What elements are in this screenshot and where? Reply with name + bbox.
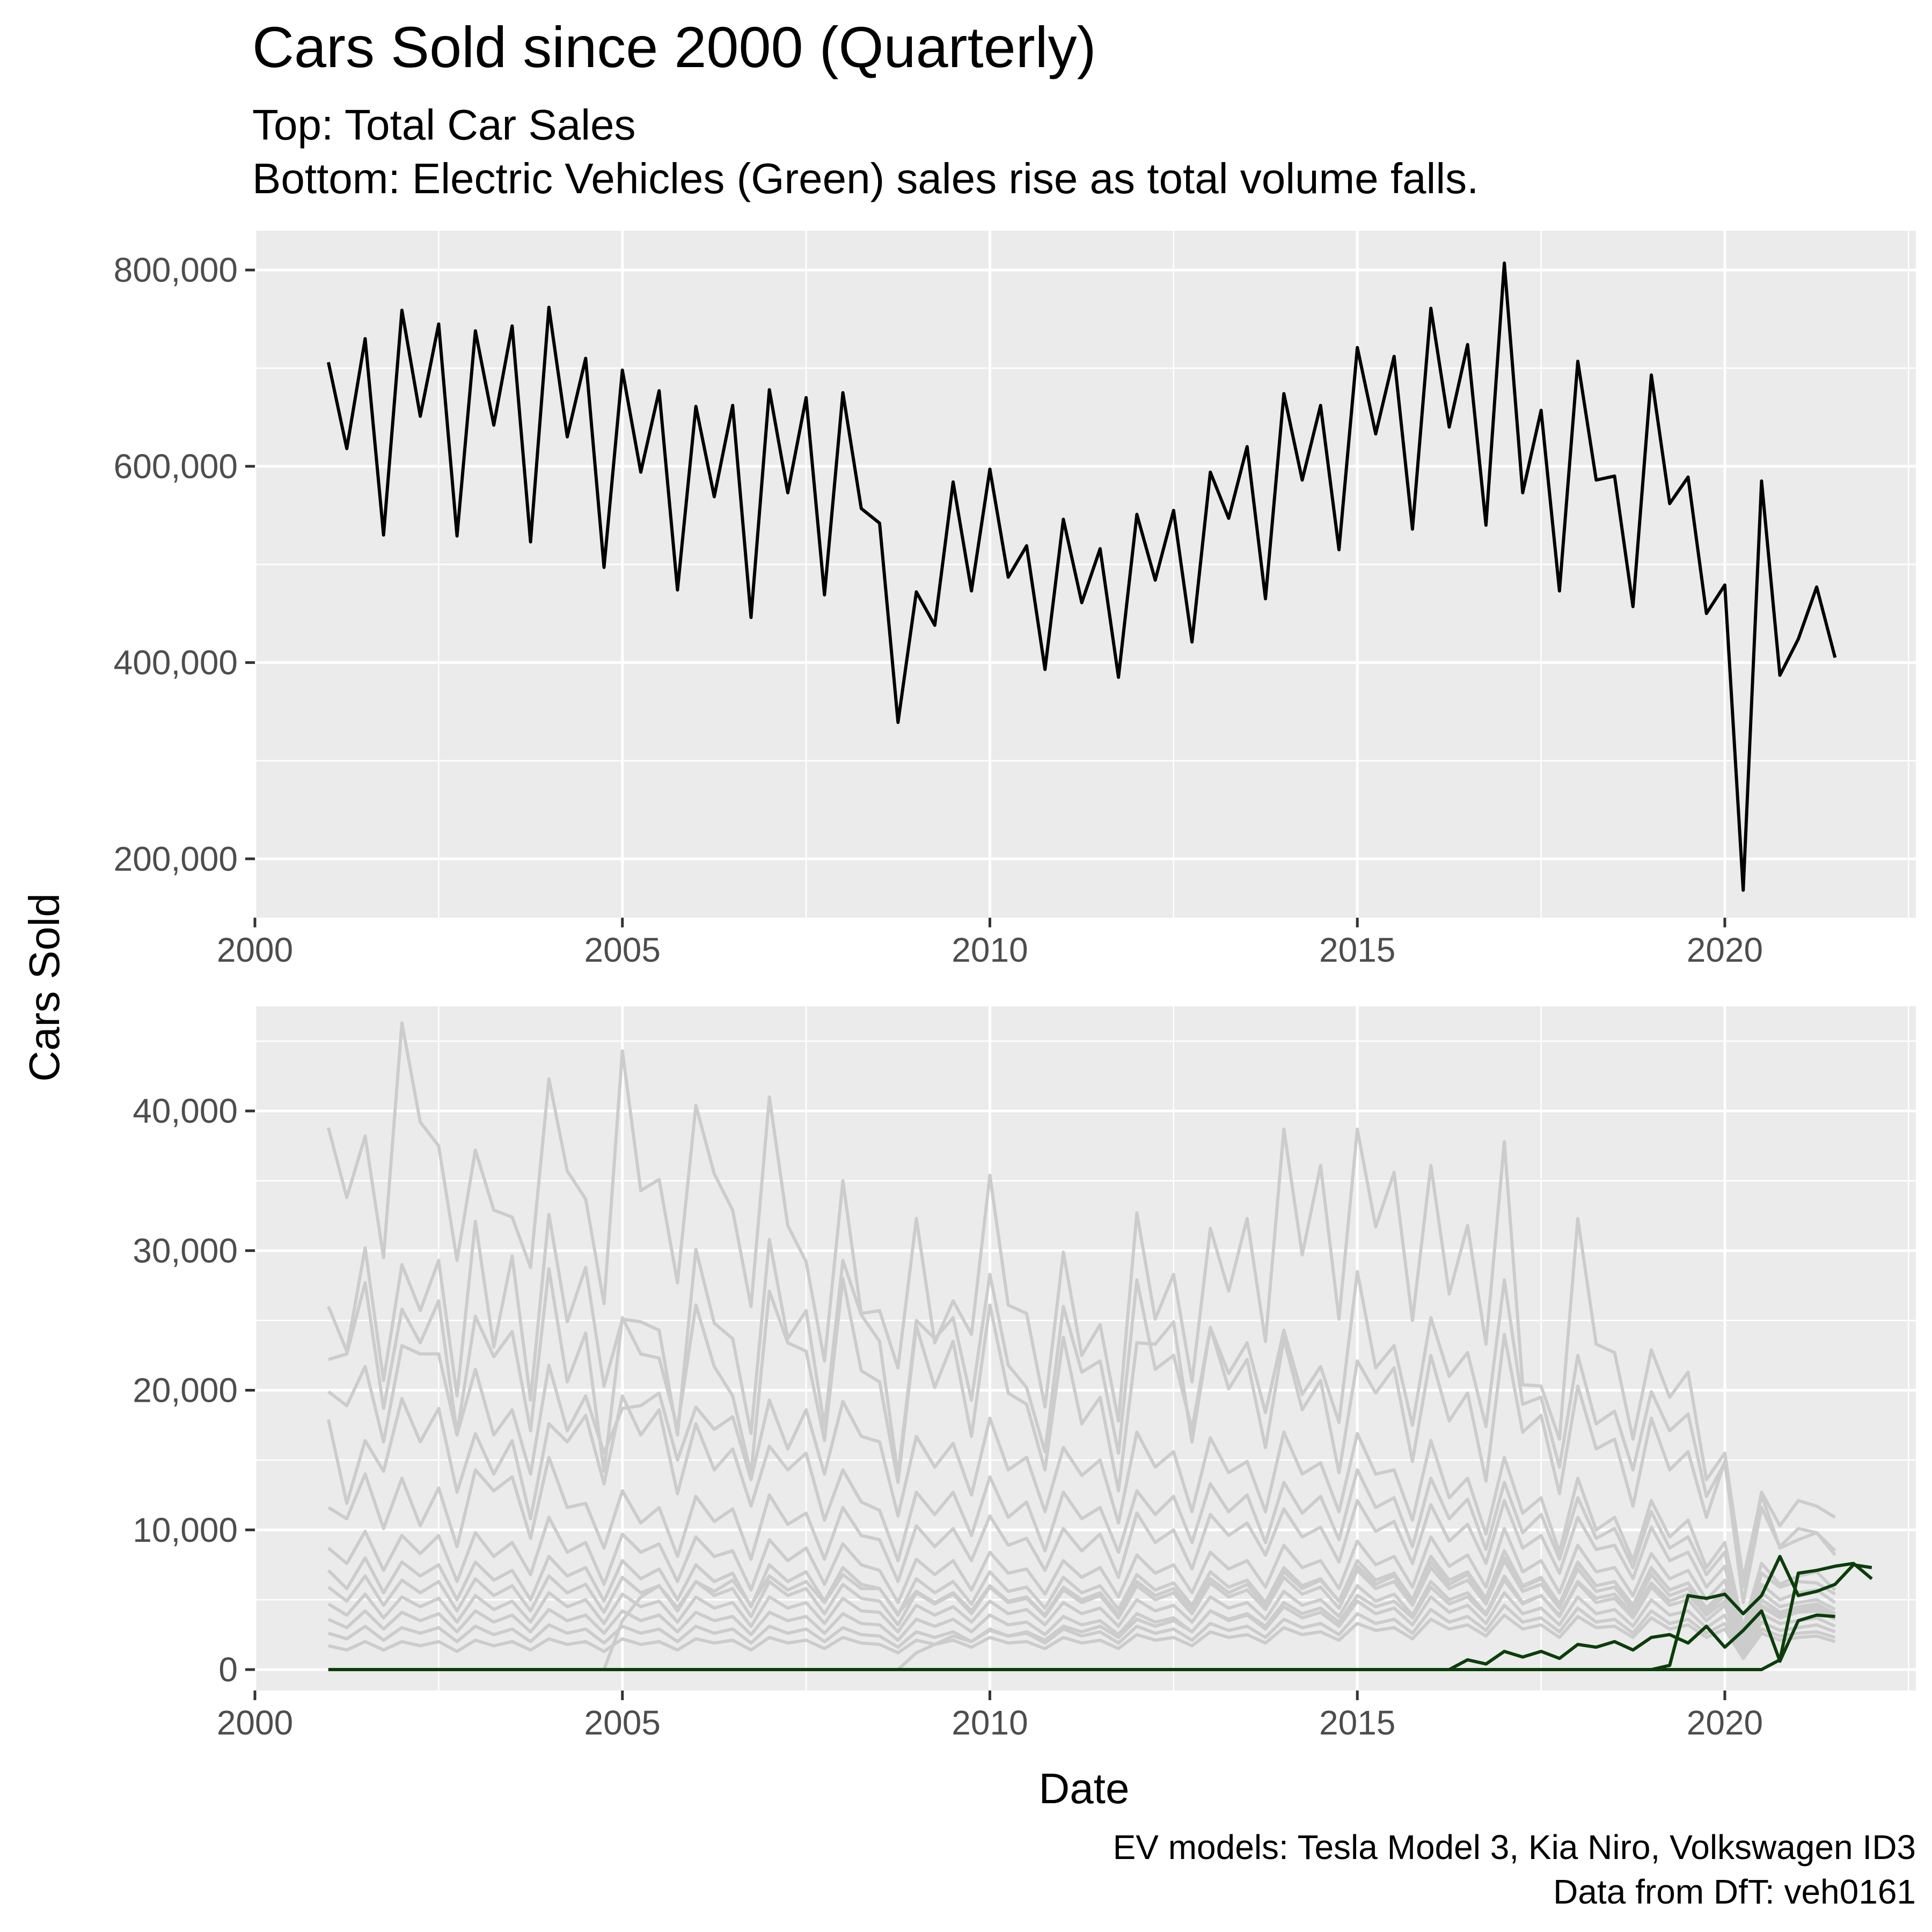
- model-sales-panel: 2000 2005 2010 2015 2020 0 10,000 20,000 30,000 4…: [133, 1006, 1916, 1742]
- top-x-tick-label: 2020: [1687, 931, 1763, 969]
- other-model-sales-line: [327, 1574, 1836, 1655]
- bottom-x-tick-label: 2010: [952, 1703, 1028, 1742]
- top-x-tick-label: 2000: [217, 931, 293, 969]
- other-model-sales-line: [327, 1559, 1836, 1652]
- top-x-tick-label: 2015: [1319, 931, 1395, 969]
- bottom-x-tick-label: 2020: [1687, 1703, 1763, 1742]
- top-panel-background: [255, 231, 1916, 918]
- bottom-x-tick-label: 2000: [217, 1703, 293, 1742]
- other-model-sales-line: [326, 1021, 1836, 1580]
- bottom-y-tick-label: 0: [218, 1650, 238, 1689]
- total-sales-panel: 2000 2005 2010 2015 2020 200,000 400,000 600,00…: [114, 231, 1916, 969]
- chart-subtitle-line-1: Top: Total Car Sales: [252, 101, 635, 149]
- y-axis-title: Cars Sold: [20, 893, 68, 1081]
- chart-subtitle-line-2: Bottom: Electric Vehicles (Green) sales …: [252, 155, 1479, 202]
- other-model-sales-line: [327, 1212, 1836, 1589]
- top-y-tick-label: 400,000: [114, 643, 238, 682]
- other-model-sales-line: [328, 1613, 1836, 1660]
- other-model-sales-line: [328, 1604, 1836, 1659]
- chart-title: Cars Sold since 2000 (Quarterly): [252, 14, 1096, 79]
- top-x-tick-label: 2005: [584, 931, 661, 969]
- top-x-tick-label: 2010: [952, 931, 1028, 969]
- bottom-x-tick-label: 2015: [1319, 1703, 1395, 1742]
- caption-line-1: EV models: Tesla Model 3, Kia Niro, Volk…: [1113, 1828, 1916, 1867]
- other-model-sales-line: [327, 1455, 1836, 1643]
- top-y-tick-label: 800,000: [114, 251, 238, 289]
- bottom-y-tick-label: 40,000: [133, 1092, 238, 1130]
- ev-model-sales-line: [328, 1562, 1873, 1671]
- other-model-sales-line: [326, 1394, 1836, 1640]
- top-y-tick-label: 200,000: [114, 839, 238, 878]
- bottom-x-tick-label: 2005: [584, 1703, 661, 1742]
- total-sales-line: [326, 261, 1837, 892]
- bottom-y-tick-label: 10,000: [133, 1511, 238, 1549]
- other-model-sales-line: [328, 1267, 1836, 1605]
- other-model-sales-line: [327, 1516, 1836, 1646]
- x-axis-title: Date: [1039, 1765, 1130, 1812]
- bottom-y-tick-label: 20,000: [133, 1371, 238, 1410]
- caption-line-2: Data from DfT: veh0161: [1553, 1872, 1916, 1911]
- other-model-sales-line: [327, 1344, 1836, 1629]
- top-y-tick-label: 600,000: [114, 447, 238, 486]
- other-model-sales-line: [327, 1591, 1836, 1657]
- bottom-y-tick-label: 30,000: [133, 1231, 238, 1270]
